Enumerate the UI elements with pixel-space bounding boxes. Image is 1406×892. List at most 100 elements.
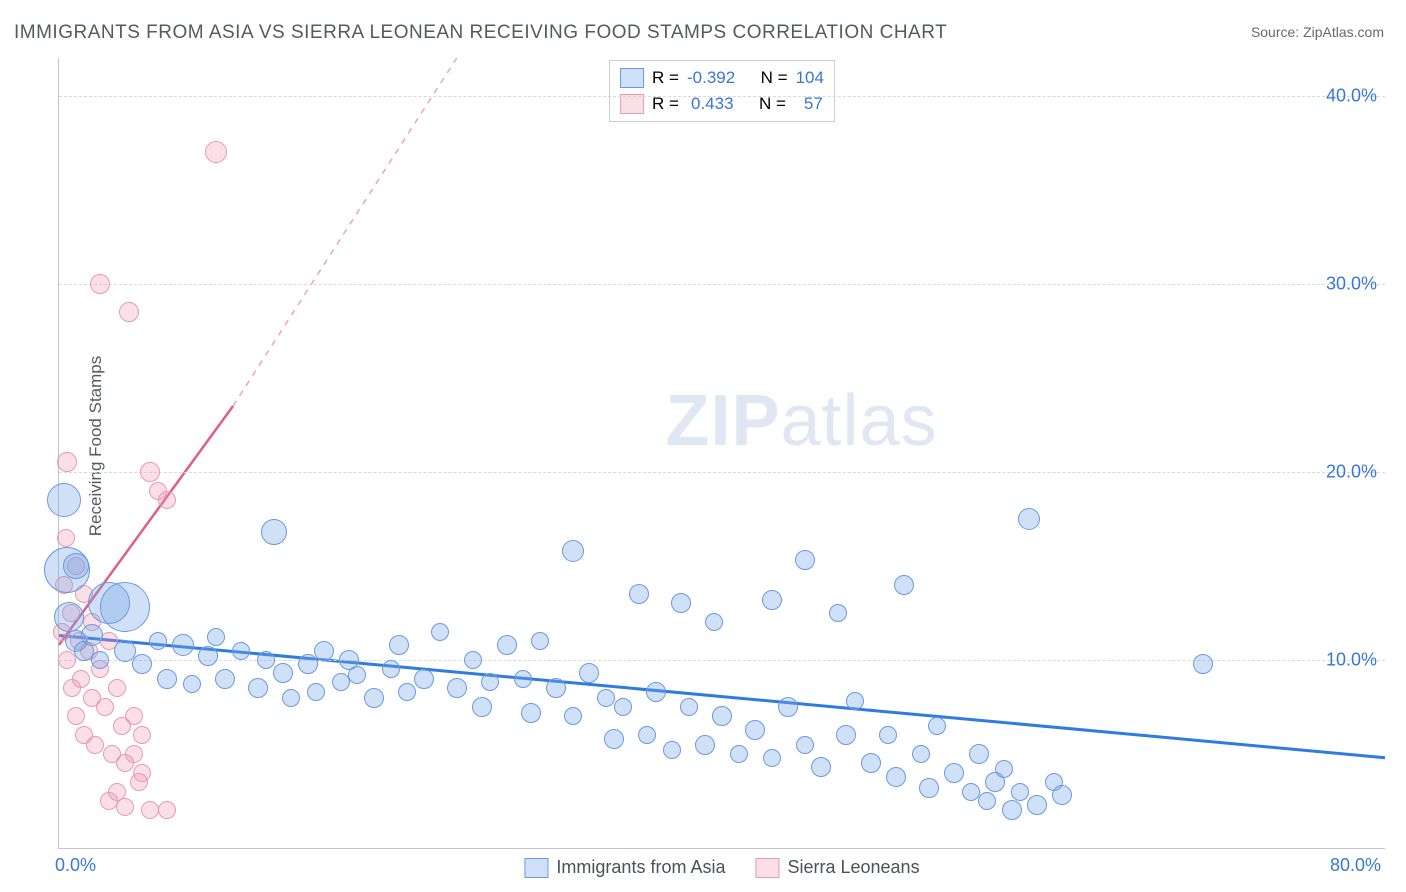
scatter-point-blue xyxy=(995,760,1013,778)
xlegend-label-pink: Sierra Leoneans xyxy=(787,857,919,878)
scatter-point-blue xyxy=(431,623,449,641)
gridline xyxy=(59,96,1385,97)
scatter-point-blue xyxy=(671,593,691,613)
scatter-point-blue xyxy=(796,736,814,754)
scatter-point-blue xyxy=(1052,785,1072,805)
y-tick-label: 20.0% xyxy=(1326,461,1377,482)
correlation-legend: R = -0.392 N = 104 R = 0.433 N = 57 xyxy=(609,60,835,122)
scatter-plot-area: ZIPatlas R = -0.392 N = 104 R = 0.433 N … xyxy=(58,58,1385,849)
legend-r-label: R = xyxy=(652,65,679,91)
scatter-point-blue xyxy=(778,697,798,717)
scatter-point-pink xyxy=(205,141,227,163)
legend-n-label: N = xyxy=(761,65,788,91)
scatter-point-blue xyxy=(332,673,350,691)
scatter-point-blue xyxy=(63,553,89,579)
legend-r-value-blue: -0.392 xyxy=(687,65,735,91)
scatter-point-pink xyxy=(72,670,90,688)
scatter-point-blue xyxy=(464,651,482,669)
scatter-point-blue xyxy=(886,767,906,787)
scatter-point-blue xyxy=(762,590,782,610)
scatter-point-blue xyxy=(273,663,293,683)
xlegend-label-blue: Immigrants from Asia xyxy=(556,857,725,878)
series-legend: Immigrants from Asia Sierra Leoneans xyxy=(524,857,919,878)
y-tick-label: 30.0% xyxy=(1326,273,1377,294)
scatter-point-blue xyxy=(763,749,781,767)
scatter-point-blue xyxy=(705,613,723,631)
scatter-point-blue xyxy=(172,634,194,656)
scatter-point-blue xyxy=(207,628,225,646)
scatter-point-pink xyxy=(57,452,77,472)
scatter-point-blue xyxy=(157,669,177,689)
scatter-point-blue xyxy=(1193,654,1213,674)
scatter-point-blue xyxy=(712,706,732,726)
scatter-point-pink xyxy=(141,801,159,819)
scatter-point-blue xyxy=(638,726,656,744)
scatter-point-blue xyxy=(695,735,715,755)
scatter-point-pink xyxy=(67,707,85,725)
scatter-point-pink xyxy=(90,274,110,294)
legend-swatch-blue xyxy=(620,68,644,88)
scatter-point-pink xyxy=(133,726,151,744)
scatter-point-blue xyxy=(364,688,384,708)
scatter-point-blue xyxy=(389,635,409,655)
scatter-point-blue xyxy=(1027,795,1047,815)
scatter-point-blue xyxy=(663,741,681,759)
scatter-point-blue xyxy=(307,683,325,701)
scatter-point-blue xyxy=(730,745,748,763)
source-label: Source: xyxy=(1251,24,1303,40)
scatter-point-blue xyxy=(497,635,517,655)
scatter-point-blue xyxy=(54,602,84,632)
legend-row-blue: R = -0.392 N = 104 xyxy=(620,65,824,91)
scatter-point-blue xyxy=(248,678,268,698)
scatter-point-blue xyxy=(579,663,599,683)
scatter-point-blue xyxy=(1018,508,1040,530)
x-tick-right: 80.0% xyxy=(1330,855,1381,876)
scatter-point-pink xyxy=(86,736,104,754)
y-tick-label: 10.0% xyxy=(1326,649,1377,670)
scatter-point-blue xyxy=(562,540,584,562)
scatter-point-blue xyxy=(257,651,275,669)
scatter-point-blue xyxy=(1011,783,1029,801)
scatter-point-blue xyxy=(447,678,467,698)
scatter-point-pink xyxy=(125,707,143,725)
scatter-point-pink xyxy=(108,679,126,697)
scatter-point-blue xyxy=(646,682,666,702)
scatter-point-blue xyxy=(894,575,914,595)
scatter-point-blue xyxy=(879,726,897,744)
scatter-point-blue xyxy=(314,641,334,661)
xlegend-swatch-pink xyxy=(755,858,779,878)
scatter-point-blue xyxy=(348,666,366,684)
scatter-point-blue xyxy=(846,692,864,710)
scatter-point-blue xyxy=(215,669,235,689)
scatter-point-blue xyxy=(414,669,434,689)
scatter-point-pink xyxy=(158,491,176,509)
watermark-bold: ZIP xyxy=(665,381,780,461)
scatter-point-pink xyxy=(125,745,143,763)
scatter-point-blue xyxy=(47,483,81,517)
trend-lines-layer xyxy=(59,58,1385,848)
scatter-point-blue xyxy=(912,745,930,763)
scatter-point-pink xyxy=(158,801,176,819)
scatter-point-blue xyxy=(629,584,649,604)
scatter-point-blue xyxy=(546,678,566,698)
scatter-point-blue xyxy=(829,604,847,622)
scatter-point-blue xyxy=(183,675,201,693)
scatter-point-pink xyxy=(57,529,75,547)
scatter-point-blue xyxy=(521,703,541,723)
scatter-point-blue xyxy=(382,660,400,678)
scatter-point-pink xyxy=(140,462,160,482)
scatter-point-blue xyxy=(81,624,103,646)
watermark: ZIPatlas xyxy=(665,380,937,462)
scatter-point-blue xyxy=(795,550,815,570)
legend-n-value-blue: 104 xyxy=(796,65,824,91)
scatter-point-blue xyxy=(919,778,939,798)
scatter-point-pink xyxy=(119,302,139,322)
scatter-point-blue xyxy=(232,642,250,660)
legend-swatch-pink xyxy=(620,94,644,114)
scatter-point-blue xyxy=(514,670,532,688)
gridline xyxy=(59,284,1385,285)
source-attribution: Source: ZipAtlas.com xyxy=(1251,24,1384,40)
scatter-point-blue xyxy=(944,763,964,783)
scatter-point-blue xyxy=(962,783,980,801)
scatter-point-blue xyxy=(100,582,150,632)
